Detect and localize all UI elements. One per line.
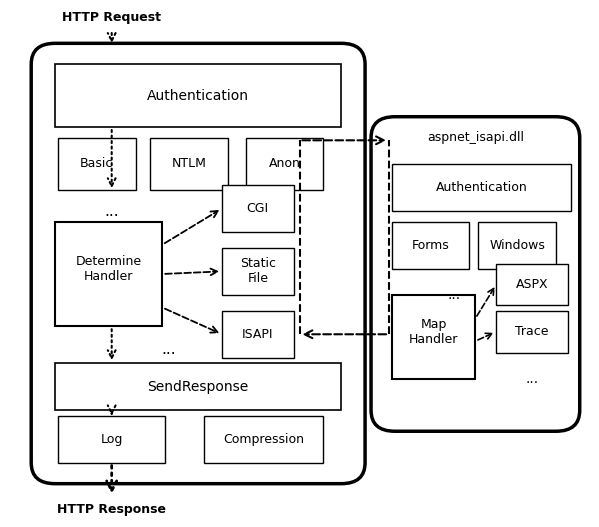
Bar bbox=[392, 221, 470, 269]
Bar bbox=[150, 138, 228, 190]
Text: NTLM: NTLM bbox=[172, 158, 207, 170]
Text: CGI: CGI bbox=[247, 202, 269, 215]
Text: Determine
Handler: Determine Handler bbox=[75, 255, 142, 283]
Bar bbox=[246, 138, 323, 190]
Text: Anon: Anon bbox=[269, 158, 301, 170]
Bar bbox=[392, 164, 571, 211]
Text: Compression: Compression bbox=[223, 433, 304, 446]
Bar bbox=[58, 138, 135, 190]
Text: Map
Handler: Map Handler bbox=[409, 318, 458, 346]
Text: HTTP Response: HTTP Response bbox=[57, 503, 166, 516]
Bar bbox=[496, 311, 568, 353]
Bar bbox=[58, 415, 165, 463]
Bar bbox=[496, 264, 568, 306]
FancyBboxPatch shape bbox=[371, 116, 580, 431]
Text: ...: ... bbox=[448, 288, 461, 302]
FancyBboxPatch shape bbox=[31, 43, 365, 484]
Bar bbox=[55, 64, 341, 127]
Text: ASPX: ASPX bbox=[516, 278, 548, 291]
Text: Forms: Forms bbox=[412, 239, 449, 252]
Bar bbox=[55, 221, 162, 326]
Text: ...: ... bbox=[104, 203, 119, 219]
Bar bbox=[222, 248, 294, 295]
Bar bbox=[392, 295, 476, 379]
Bar bbox=[479, 221, 556, 269]
Text: Log: Log bbox=[101, 433, 123, 446]
Text: ISAPI: ISAPI bbox=[242, 328, 274, 341]
Bar bbox=[222, 185, 294, 232]
Text: ...: ... bbox=[161, 343, 176, 357]
Text: Static
File: Static File bbox=[240, 257, 276, 285]
Bar bbox=[55, 363, 341, 411]
Text: ...: ... bbox=[525, 372, 539, 386]
Text: SendResponse: SendResponse bbox=[147, 379, 249, 394]
Text: Windows: Windows bbox=[489, 239, 545, 252]
Text: Trace: Trace bbox=[515, 325, 549, 338]
Text: Basic: Basic bbox=[80, 158, 113, 170]
Bar bbox=[204, 415, 323, 463]
Text: Authentication: Authentication bbox=[435, 181, 527, 194]
Text: Authentication: Authentication bbox=[147, 89, 249, 103]
Text: HTTP Request: HTTP Request bbox=[62, 11, 161, 24]
Text: aspnet_isapi.dll: aspnet_isapi.dll bbox=[427, 131, 524, 144]
Bar bbox=[222, 311, 294, 358]
